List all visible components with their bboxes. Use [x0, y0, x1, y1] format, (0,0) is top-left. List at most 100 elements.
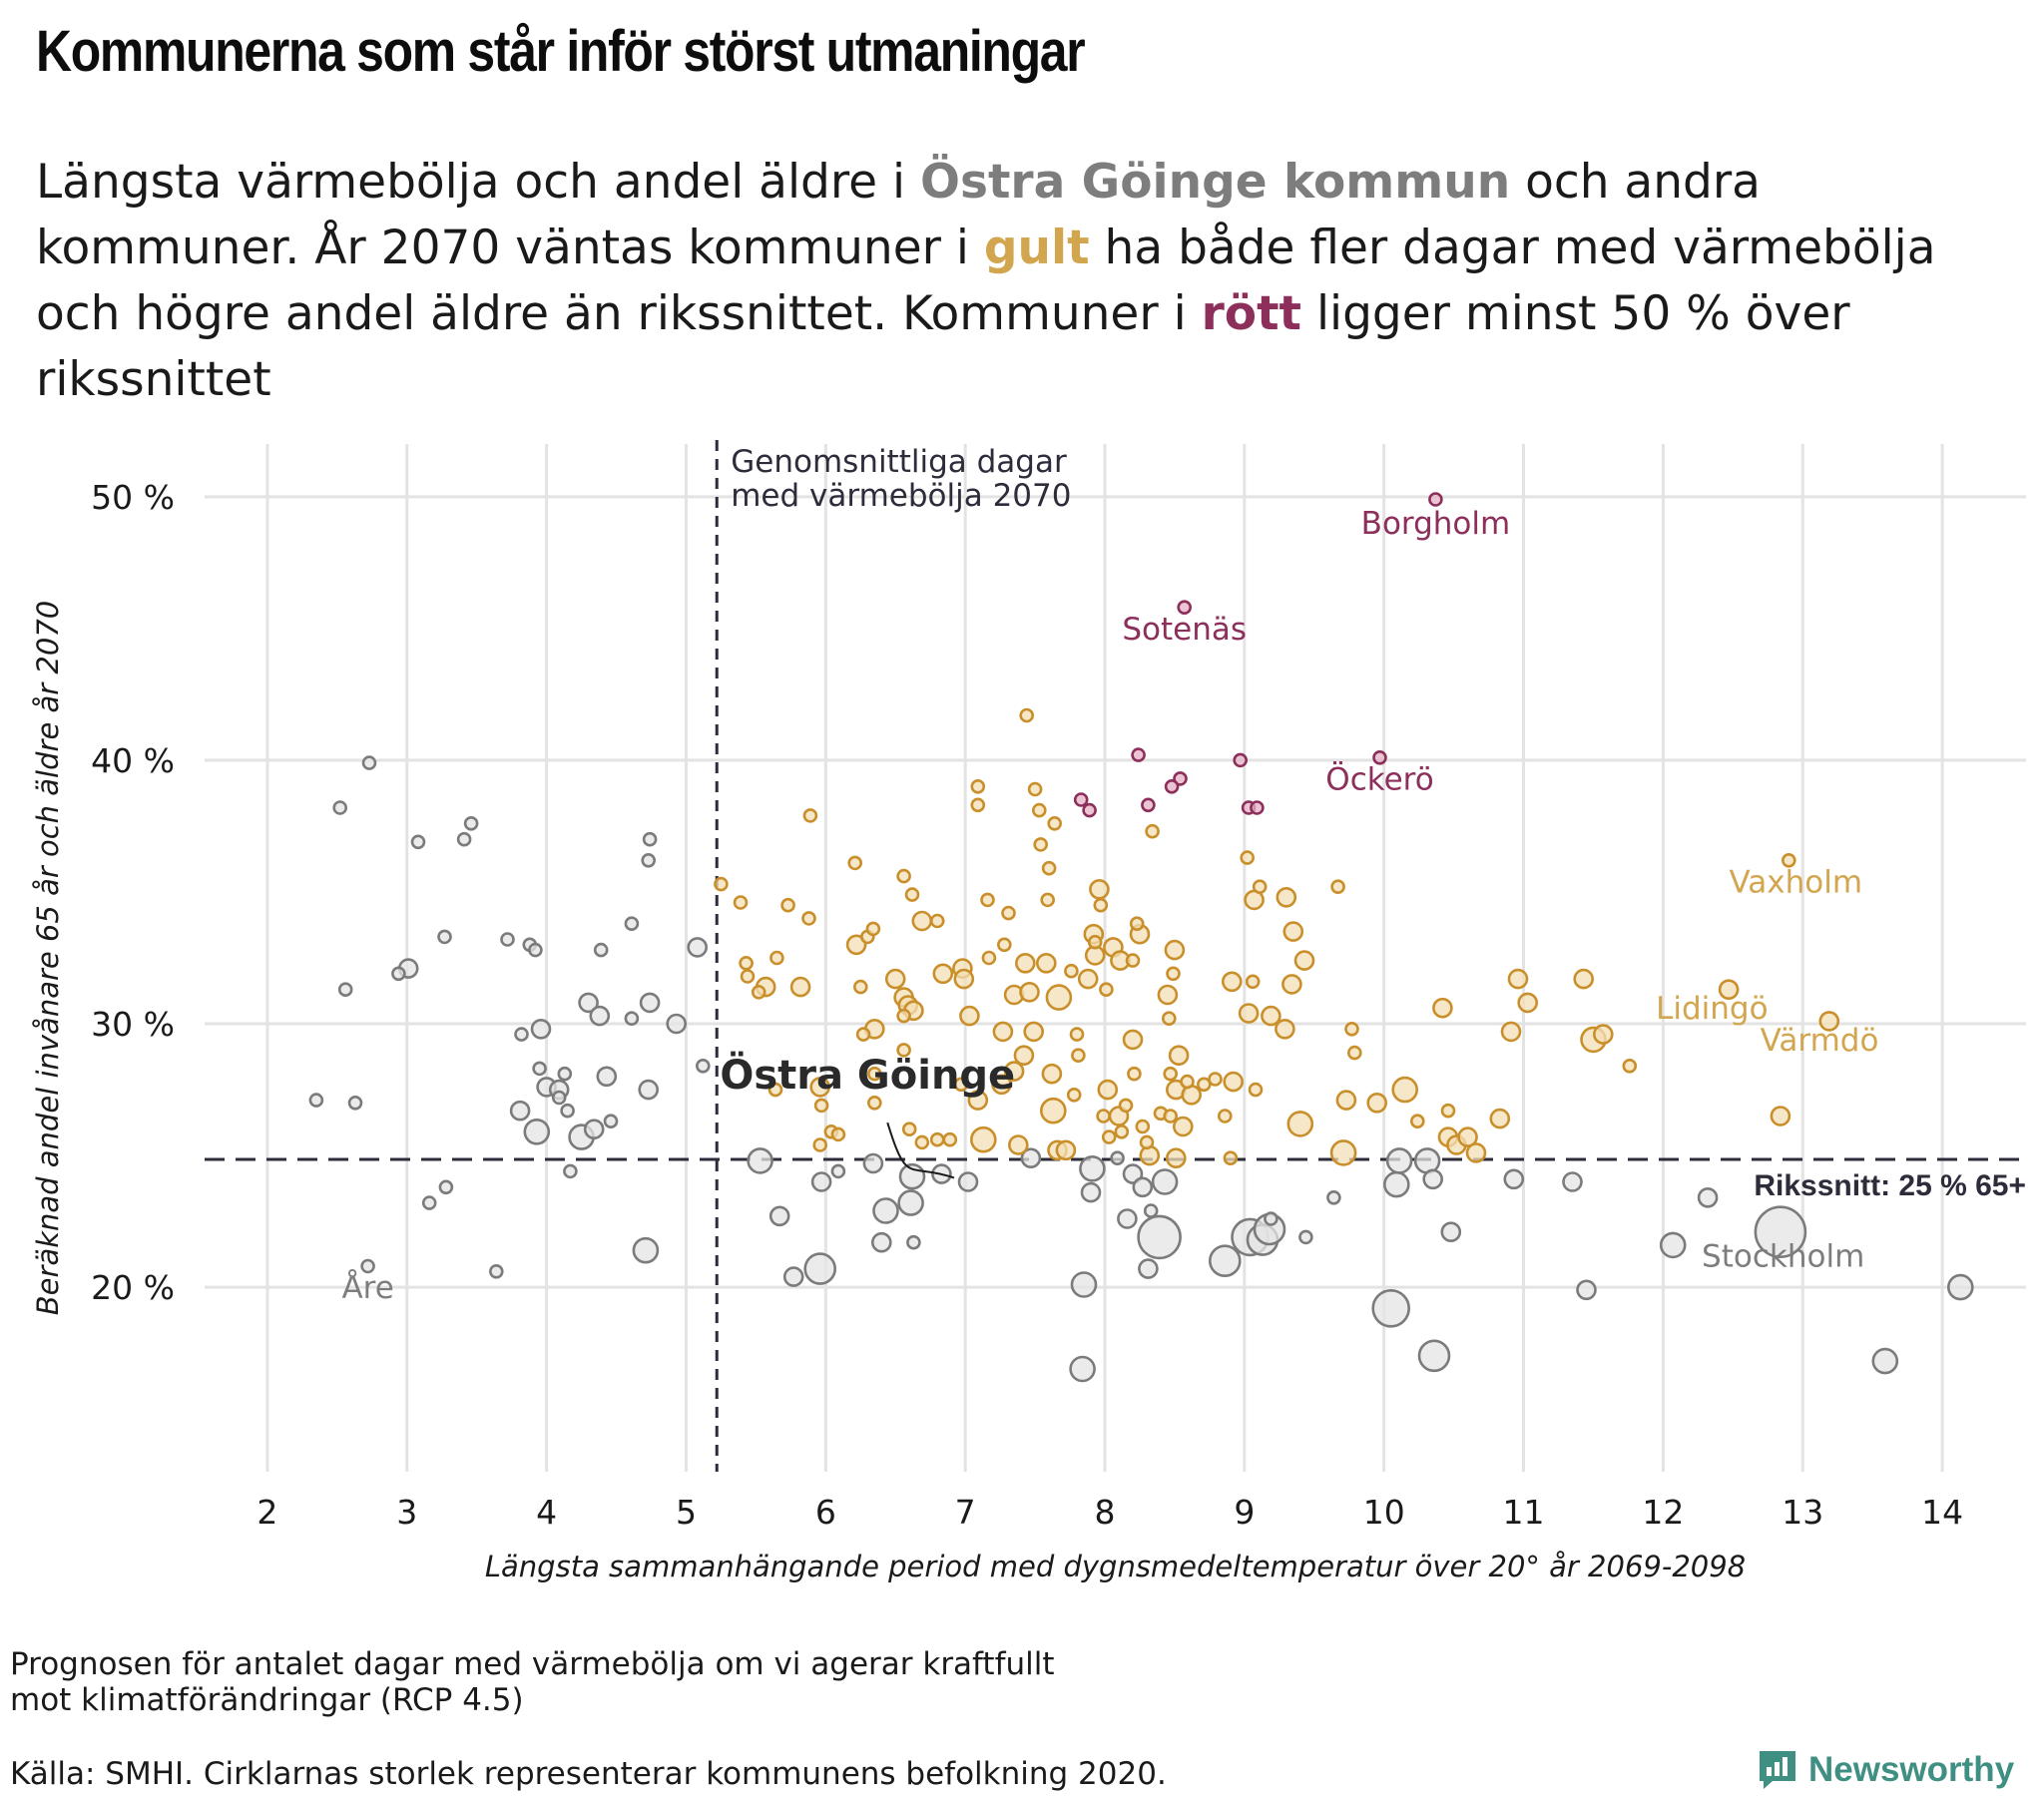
average-days-label: med värmebölja 2070 — [731, 478, 1071, 514]
gold-municipality-point — [1281, 974, 1302, 995]
gold-municipality-point — [1071, 1048, 1086, 1063]
x-tick-label: 2 — [256, 1493, 277, 1532]
gold-municipality-point — [1101, 1129, 1117, 1144]
gold-municipality-point — [1125, 953, 1141, 968]
gold-municipality-point — [739, 955, 754, 971]
grey-municipality-point — [632, 1236, 660, 1264]
gold-municipality-point — [929, 913, 945, 929]
grey-municipality-point — [560, 1103, 575, 1119]
gold-municipality-point — [904, 887, 920, 902]
grey-municipality-point — [1385, 1147, 1413, 1174]
grey-municipality-point — [551, 1090, 567, 1106]
gold-municipality-point — [1218, 1109, 1233, 1123]
gold-municipality-point — [1099, 982, 1114, 998]
gold-municipality-point — [1818, 1011, 1840, 1032]
gold-municipality-point — [1041, 860, 1057, 876]
gold-municipality-point — [959, 1005, 980, 1027]
x-tick-label: 12 — [1642, 1493, 1684, 1532]
gold-municipality-point — [1162, 1011, 1177, 1027]
subtitle-text: Längsta värmebölja och andel äldre i — [36, 155, 921, 210]
grey-municipality-point — [1383, 1170, 1410, 1198]
gold-municipality-point — [901, 1122, 917, 1136]
gold-municipality-point — [1238, 1003, 1260, 1024]
chart-title: Kommunerna som står inför störst utmanin… — [36, 19, 1086, 84]
grey-municipality-point — [1070, 1271, 1098, 1298]
y-axis-title: Beräknad andel invånare 65 år och äldre … — [31, 601, 65, 1315]
grey-municipality-point — [862, 1152, 884, 1174]
scatter-chart: Borgholm Sotenäs Öckerö Vaxholm LidingöVärmd… — [31, 440, 2026, 1583]
grey-municipality-point — [1422, 1168, 1443, 1190]
x-tick-label: 13 — [1782, 1493, 1823, 1532]
gold-municipality-point — [1122, 1029, 1144, 1051]
gold-municipality-point — [1139, 1144, 1161, 1166]
gold-municipality-point — [1718, 979, 1740, 1001]
gold-municipality-point — [852, 979, 868, 995]
gold-municipality-point — [1087, 934, 1103, 950]
grey-municipality-point — [1138, 1258, 1159, 1279]
grey-municipality-point — [347, 1096, 363, 1111]
gold-municipality-point — [1045, 984, 1073, 1011]
x-tick-label: 5 — [676, 1493, 697, 1532]
grey-municipality-point — [1503, 1168, 1525, 1190]
gold-municipality-point — [970, 778, 986, 794]
gold-municipality-point — [1344, 1022, 1359, 1037]
grey-municipality-point — [1298, 1229, 1313, 1245]
subtitle-text: ligger minst 50 % över rikssnittet — [36, 286, 1850, 407]
grey-municipality-point — [810, 1171, 832, 1192]
gold-municipality-point — [1118, 1098, 1134, 1114]
grey-municipality-point — [563, 1163, 578, 1179]
municipality-label: Åre — [341, 1270, 393, 1306]
gold-municipality-point — [1007, 1134, 1029, 1155]
gold-municipality-point — [740, 969, 756, 984]
data-points — [308, 492, 1974, 1383]
grey-municipality-point — [1576, 1279, 1597, 1301]
point-labels: Borgholm Sotenäs Öckerö Vaxholm LidingöVärmd… — [341, 444, 2026, 1306]
grey-municipality-point — [624, 916, 640, 932]
gold-municipality-point — [1410, 1114, 1425, 1128]
grey-municipality-point — [1209, 1244, 1242, 1277]
gold-municipality-point — [1440, 1103, 1456, 1119]
grey-municipality-point — [1020, 1147, 1042, 1168]
gold-municipality-point — [1166, 966, 1181, 982]
grey-municipality-point — [360, 1258, 375, 1274]
grey-municipality-point — [509, 1100, 531, 1122]
grey-municipality-point — [332, 800, 348, 815]
gold-municipality-point — [1066, 1088, 1082, 1103]
gold-municipality-point — [813, 1098, 829, 1114]
gold-municipality-point — [992, 1021, 1014, 1043]
footnote: Prognosen för antalet dagar med värmeböl… — [10, 1646, 1055, 1718]
grey-municipality-point — [906, 1234, 921, 1250]
grey-municipality-point — [1264, 1211, 1278, 1226]
gold-municipality-point — [1033, 837, 1048, 852]
axes: 2 3 4 5 6 7 8 9 10 11 12 13 14 20 % 30 % 40 % 50 % Längst… — [31, 478, 1963, 1583]
gold-municipality-point — [1135, 1119, 1151, 1134]
gold-municipality-point — [942, 1131, 958, 1147]
x-tick-label: 9 — [1234, 1493, 1255, 1532]
grey-municipality-point — [514, 1027, 529, 1042]
gold-municipality-point — [1240, 850, 1255, 865]
gold-municipality-point — [855, 1027, 871, 1042]
municipality-label: Lidingö — [1656, 991, 1768, 1027]
grey-municipality-point — [1326, 1190, 1341, 1205]
gold-municipality-point — [929, 1131, 945, 1147]
gold-municipality-point — [1166, 1147, 1187, 1168]
gold-municipality-point — [1329, 1139, 1357, 1166]
brand-logo: Newsworthy — [1757, 1748, 2014, 1792]
grey-municipality-point — [1562, 1171, 1583, 1192]
gold-municipality-point — [996, 937, 1012, 953]
grey-municipality-point — [438, 1179, 454, 1195]
gold-municipality-point — [1168, 1045, 1190, 1066]
gold-municipality-point — [1013, 1045, 1035, 1066]
subtitle-highlight-yellow: gult — [983, 221, 1090, 275]
gold-municipality-point — [1114, 1124, 1130, 1139]
bar-chart-speech-bubble-icon — [1760, 1751, 1795, 1789]
gold-municipality-point — [1055, 1139, 1077, 1161]
grey-municipality-point — [532, 1061, 547, 1077]
gold-municipality-point — [1517, 992, 1538, 1014]
grey-municipality-point — [1110, 1150, 1125, 1165]
grey-municipality-point — [1413, 1147, 1441, 1174]
grey-municipality-point — [1143, 1203, 1159, 1218]
gold-municipality-point — [1003, 1061, 1025, 1082]
y-tick-label: 30 % — [91, 1005, 175, 1044]
gold-municipality-point — [970, 797, 986, 813]
